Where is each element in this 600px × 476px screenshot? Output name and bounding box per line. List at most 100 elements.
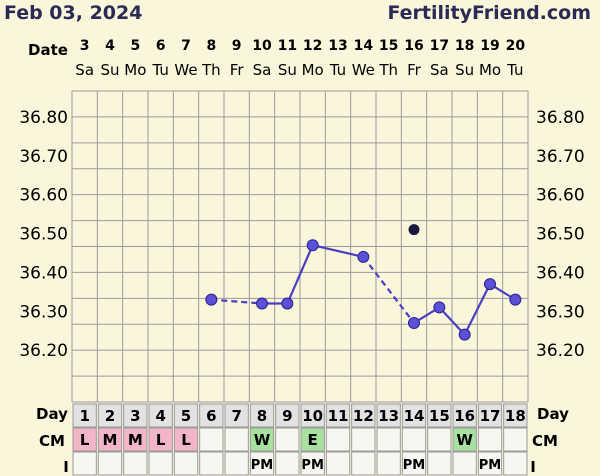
date-number: 5 xyxy=(130,38,140,54)
weekday-label: Su xyxy=(278,61,297,79)
temperature-point xyxy=(484,278,496,291)
weekday-label: Th xyxy=(378,61,398,79)
intercourse-cell xyxy=(376,451,401,476)
temperature-point xyxy=(408,316,420,329)
y-tick-label-right: 36.80 xyxy=(536,108,585,128)
intercourse-cell xyxy=(503,451,528,476)
cm-cell xyxy=(300,427,325,452)
cycle-day-number: 3 xyxy=(130,407,140,425)
cm-value: E xyxy=(308,431,318,449)
cycle-day-number: 12 xyxy=(353,407,374,425)
cm-cell xyxy=(477,427,503,452)
cm-cell xyxy=(503,427,528,452)
intercourse-cell xyxy=(173,451,199,476)
cycle-day-number: 11 xyxy=(328,407,349,425)
y-tick-label-right: 36.60 xyxy=(536,186,585,206)
date-number: 15 xyxy=(379,38,398,54)
weekday-label: Mo xyxy=(124,61,146,79)
intercourse-value: PM xyxy=(251,458,273,473)
day-cell xyxy=(351,403,376,428)
cycle-day-number: 9 xyxy=(282,407,292,425)
y-tick-label-right: 36.70 xyxy=(536,147,585,167)
cm-cell xyxy=(148,427,173,452)
weekday-label: Fr xyxy=(407,61,422,79)
cm-value: W xyxy=(456,431,473,449)
temperature-point xyxy=(433,301,446,314)
cm-cell xyxy=(97,427,123,452)
cm-row-label: CM xyxy=(39,432,65,450)
weekday-label: We xyxy=(174,61,197,79)
day-cell xyxy=(275,403,300,428)
weekday-label: Sa xyxy=(253,61,272,79)
intercourse-cell xyxy=(224,451,249,476)
cycle-day-number: 17 xyxy=(480,407,501,425)
day-cell xyxy=(427,403,452,428)
date-number: 16 xyxy=(404,38,423,54)
cm-value: W xyxy=(254,431,271,449)
intercourse-cell xyxy=(148,451,173,476)
cycle-day-number: 16 xyxy=(454,407,475,425)
y-tick-label-left: 36.20 xyxy=(19,341,68,361)
series-line-segment xyxy=(211,298,263,305)
date-number: 4 xyxy=(105,38,115,54)
column-headers: 3Sa4Su5Mo6Tu7We8Th9Fr10Sa11Su12Mo13Tu14W… xyxy=(75,38,525,79)
cm-cell xyxy=(427,427,452,452)
date-number: 9 xyxy=(232,38,242,54)
cm-value: L xyxy=(181,431,191,449)
chart-header: Feb 03, 2024 FertilityFriend.com xyxy=(4,2,591,24)
intercourse-value: PM xyxy=(479,458,501,473)
intercourse-cell xyxy=(97,451,123,476)
intercourse-row-label: I xyxy=(63,458,69,476)
date-number: 12 xyxy=(303,38,322,54)
cm-value: L xyxy=(156,431,166,449)
cycle-day-number: 1 xyxy=(79,407,89,425)
day-cell xyxy=(97,403,123,428)
temperature-point xyxy=(205,293,218,306)
intercourse-cell xyxy=(325,451,351,476)
temperature-point xyxy=(458,328,471,341)
excluded-temperature-point xyxy=(408,224,420,236)
y-tick-label-right: 36.50 xyxy=(536,225,585,245)
cycle-day-number: 13 xyxy=(378,407,399,425)
weekday-label: Sa xyxy=(75,61,94,79)
intercourse-cell xyxy=(249,451,275,476)
cm-cell xyxy=(325,427,351,452)
y-axis: 36.20 36.20 36.30 36.30 36.40 36.40 36.50 36.50… xyxy=(19,108,584,361)
cm-cell xyxy=(351,427,376,452)
y-tick-label-left: 36.70 xyxy=(19,147,68,167)
chart-date: Feb 03, 2024 xyxy=(4,2,142,24)
brand-name: FertilityFriend.com xyxy=(387,2,591,24)
cycle-day-number: 2 xyxy=(105,407,115,425)
weekday-label: Fr xyxy=(230,61,245,79)
date-row-label: Date xyxy=(28,41,68,59)
date-number: 19 xyxy=(480,38,499,54)
series-line-segment xyxy=(463,283,491,336)
intercourse-cell xyxy=(123,451,148,476)
day-cell xyxy=(503,403,528,428)
weekday-label: Su xyxy=(455,61,474,79)
intercourse-cell xyxy=(427,451,452,476)
date-number: 14 xyxy=(354,38,374,54)
cycle-day-number: 18 xyxy=(505,407,526,425)
cm-value: L xyxy=(80,431,90,449)
date-number: 11 xyxy=(278,38,297,54)
day-row-label: Day xyxy=(36,405,68,423)
date-number: 10 xyxy=(252,38,272,54)
cycle-day-number: 4 xyxy=(155,407,165,425)
cm-cell xyxy=(376,427,401,452)
series-line-segment xyxy=(286,244,314,304)
day-cell xyxy=(224,403,249,428)
intercourse-cell xyxy=(300,451,325,476)
day-row-label-right: Day xyxy=(537,405,569,423)
cm-cell xyxy=(199,427,224,452)
y-tick-label-right: 36.20 xyxy=(536,341,585,361)
date-number: 18 xyxy=(455,38,474,54)
cm-cell xyxy=(401,427,427,452)
date-number: 3 xyxy=(80,38,90,54)
cm-cell xyxy=(275,427,300,452)
cm-row-label-right: CM xyxy=(532,432,558,450)
cycle-day-number: 7 xyxy=(231,407,241,425)
intercourse-row-label-right: I xyxy=(530,458,536,476)
weekday-label: Mo xyxy=(302,61,324,79)
